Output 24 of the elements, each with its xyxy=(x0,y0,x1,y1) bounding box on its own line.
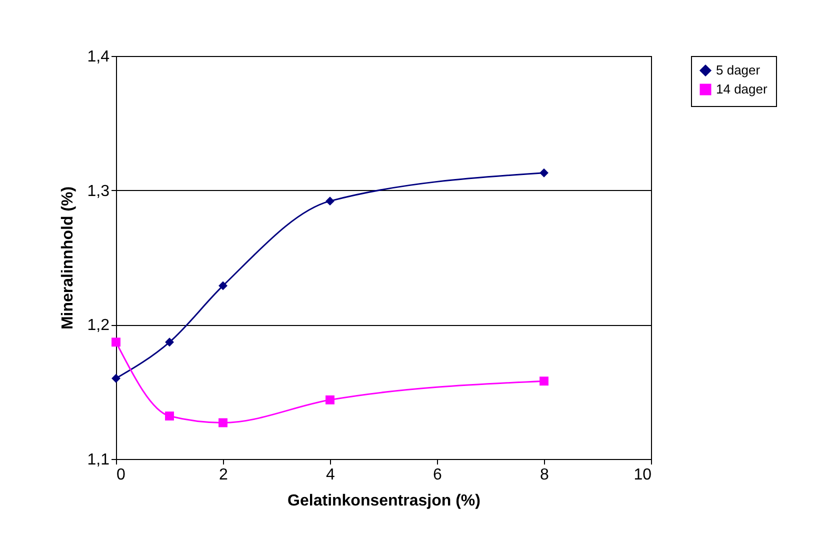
y-tick-label: 1,1 xyxy=(87,452,110,468)
x-tick-label: 8 xyxy=(540,466,550,484)
y-tick-label: 1,3 xyxy=(87,182,110,200)
x-axis-title: Gelatinkonsentrasjon (%) xyxy=(288,492,480,510)
legend-label: 5 dager xyxy=(716,62,761,78)
x-tick-label: 6 xyxy=(433,466,442,484)
point xyxy=(326,196,334,206)
point xyxy=(218,418,228,428)
x-tick-label: 10 xyxy=(634,466,652,484)
y-axis-title: Mineralinnhold (%) xyxy=(59,186,76,330)
x-tick-label: 4 xyxy=(326,466,336,484)
point xyxy=(165,412,174,420)
point xyxy=(540,376,548,386)
y-tick-label: 1,2 xyxy=(87,317,110,334)
y-tick-label: 1,4 xyxy=(87,48,110,66)
legend-label: 14 dager xyxy=(716,82,768,96)
x-tick-label: 2 xyxy=(219,466,228,484)
point xyxy=(165,338,174,347)
point xyxy=(112,338,120,347)
point xyxy=(540,168,548,178)
point xyxy=(218,281,228,290)
x-tick-label: 0 xyxy=(116,466,126,484)
point xyxy=(326,395,334,404)
point xyxy=(112,374,120,383)
